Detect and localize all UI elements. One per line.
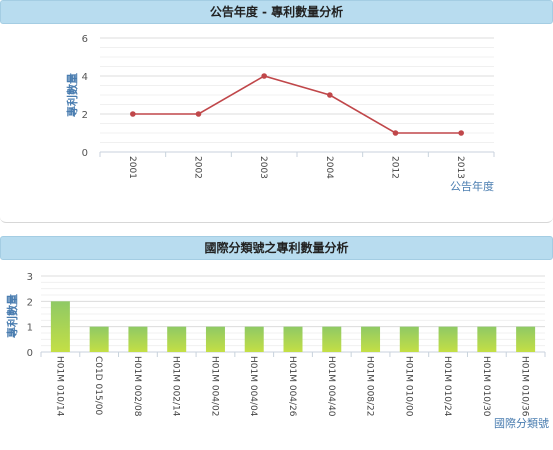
data-point[interactable] [458, 130, 464, 136]
year-line-chart: 0 2 4 6 2001 2002 2003 2004 2012 2013 專利數量 公告年度 [65, 34, 495, 193]
bar[interactable] [399, 326, 419, 352]
x-tick-label: H01M 002/14 [171, 356, 181, 417]
bar[interactable] [50, 301, 70, 352]
data-point[interactable] [327, 92, 333, 98]
x-tick-label: H01M 010/36 [520, 356, 530, 417]
ipc-chart-y-label: 專利數量 [5, 294, 19, 338]
ipc-chart-x-ticks: H01M 010/14 C01D 015/00 H01M 002/08 H01M 00… [54, 356, 529, 417]
bar[interactable] [322, 326, 342, 352]
bar[interactable] [477, 326, 497, 352]
data-point[interactable] [261, 73, 267, 79]
x-tick-label: H01M 010/00 [403, 356, 413, 417]
year-chart-y-label: 專利數量 [65, 73, 79, 117]
x-tick-label: C01D 015/00 [93, 356, 103, 415]
year-chart-grid [99, 37, 495, 157]
bar[interactable] [89, 326, 109, 352]
x-tick-label: H01M 004/04 [248, 356, 258, 417]
ipc-chart-title: 國際分類號之專利數量分析 [0, 236, 553, 260]
x-tick-label: H01M 010/14 [54, 356, 64, 417]
year-chart-y-ticks: 0 2 4 6 [82, 34, 88, 159]
ipc-chart-bars [50, 301, 536, 352]
y-tick-label: 1 [27, 323, 33, 334]
year-chart-series [130, 73, 464, 136]
data-point[interactable] [392, 130, 399, 136]
year-chart-x-ticks: 2001 2002 2003 2004 2012 2013 [127, 156, 465, 179]
data-point[interactable] [195, 111, 202, 117]
x-tick-label: H01M 010/30 [481, 356, 491, 417]
y-tick-label: 6 [82, 34, 88, 45]
ipc-chart-x-label: 國際分類號 [494, 417, 549, 430]
y-tick-label: 2 [27, 297, 33, 308]
y-tick-label: 0 [27, 348, 33, 359]
x-tick-label: H01M 004/40 [326, 356, 336, 417]
bar[interactable] [167, 326, 187, 352]
data-point[interactable] [130, 111, 136, 117]
y-tick-label: 0 [82, 148, 88, 159]
y-tick-label: 4 [82, 72, 88, 83]
ipc-chart-panel: 國際分類號之專利數量分析 0 1 2 3 H01M 010/14 C01D 015/00… [0, 236, 553, 450]
x-tick-label: 2004 [324, 156, 334, 179]
bar[interactable] [361, 326, 381, 352]
y-tick-label: 3 [27, 272, 33, 283]
bar[interactable] [128, 326, 148, 352]
ipc-chart-y-ticks: 0 1 2 3 [27, 272, 33, 359]
bar[interactable] [244, 326, 264, 352]
bar[interactable] [205, 326, 225, 352]
x-tick-label: 2012 [390, 156, 400, 179]
x-tick-label: 2001 [127, 156, 137, 179]
x-tick-label: 2013 [455, 156, 465, 179]
x-tick-label: 2002 [193, 156, 203, 179]
bar[interactable] [283, 326, 303, 352]
bar[interactable] [438, 326, 458, 352]
series-line [132, 75, 462, 134]
y-tick-label: 2 [82, 110, 88, 121]
year-chart-x-label: 公告年度 [450, 179, 494, 193]
x-tick-label: H01M 002/08 [132, 356, 142, 417]
year-chart-title: 公告年度 - 專利數量分析 [0, 0, 553, 24]
x-tick-label: H01M 010/24 [442, 356, 452, 417]
bar[interactable] [516, 326, 536, 352]
x-tick-label: H01M 004/26 [287, 356, 297, 417]
x-tick-label: H01M 004/02 [209, 356, 219, 417]
x-tick-label: H01M 008/22 [365, 356, 375, 417]
x-tick-label: 2003 [258, 156, 268, 179]
